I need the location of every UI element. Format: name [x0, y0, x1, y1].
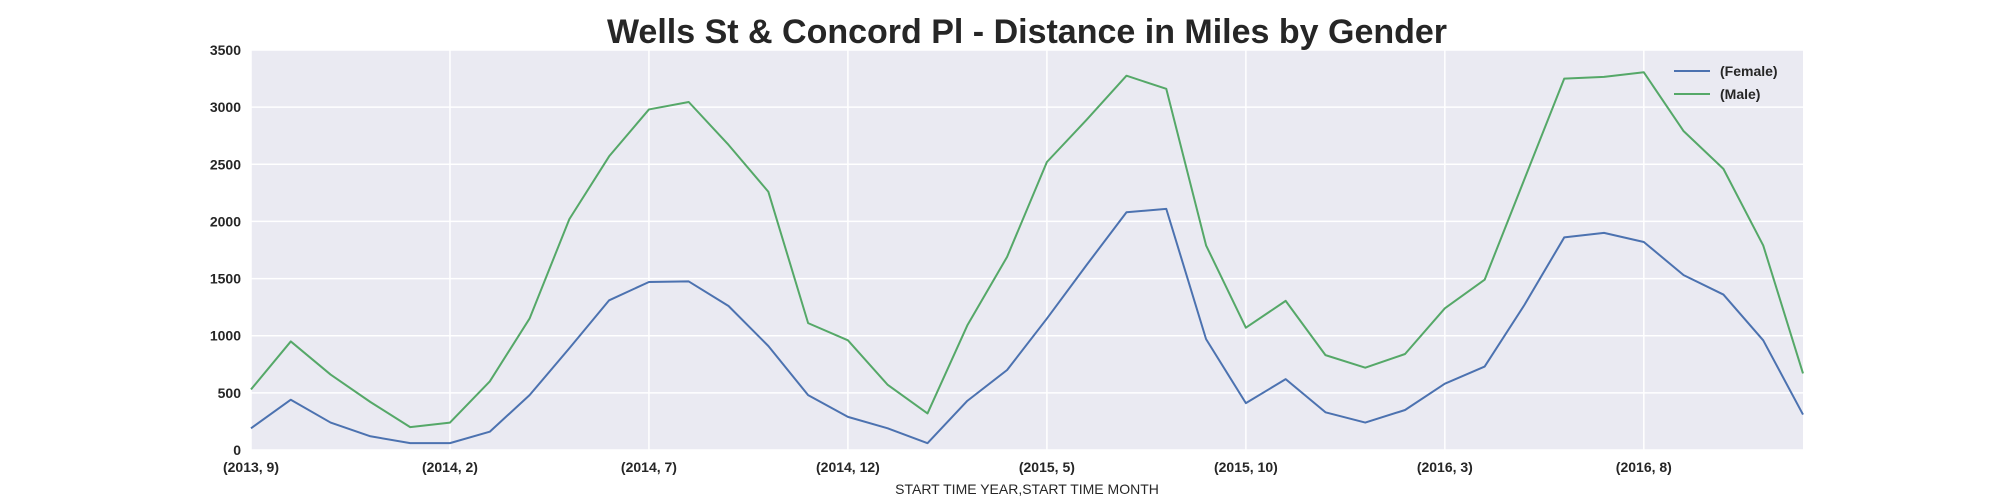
- y-tick-label: 0: [233, 442, 241, 458]
- x-tick-label: (2013, 9): [223, 459, 279, 475]
- x-tick-labels: (2013, 9) (2014, 2) (2014, 7) (2014, 12) (20…: [223, 459, 1672, 475]
- x-tick-label: (2016, 8): [1616, 459, 1672, 475]
- legend-label-female: (Female): [1720, 63, 1778, 79]
- plot-area: [251, 50, 1803, 450]
- y-tick-label: 1000: [210, 328, 241, 344]
- x-tick-label: (2014, 7): [621, 459, 677, 475]
- series-line-female: [250, 207, 1804, 445]
- x-axis-label: START TIME YEAR,START TIME MONTH: [895, 481, 1159, 497]
- y-tick-labels: 0 500 1000 1500 2000 2500 3000 3500: [210, 42, 241, 458]
- chart-title: Wells St & Concord Pl - Distance in Mile…: [607, 13, 1447, 51]
- legend-label-male: (Male): [1720, 86, 1760, 102]
- y-tick-label: 500: [218, 385, 242, 401]
- y-tick-label: 3000: [210, 99, 241, 115]
- y-tick-label: 2500: [210, 156, 241, 172]
- x-tick-label: (2014, 2): [422, 459, 478, 475]
- y-tick-label: 1500: [210, 271, 241, 287]
- x-tick-label: (2014, 12): [816, 459, 880, 475]
- gridlines: [250, 49, 1803, 451]
- x-tick-label: (2016, 3): [1417, 459, 1473, 475]
- x-tick-label: (2015, 5): [1019, 459, 1075, 475]
- y-tick-label: 3500: [210, 42, 241, 58]
- legend: (Female) (Male): [1674, 63, 1778, 102]
- series-layer: [250, 71, 1804, 445]
- x-tick-label: (2015, 10): [1214, 459, 1278, 475]
- y-tick-label: 2000: [210, 213, 241, 229]
- series-line-male: [250, 71, 1804, 429]
